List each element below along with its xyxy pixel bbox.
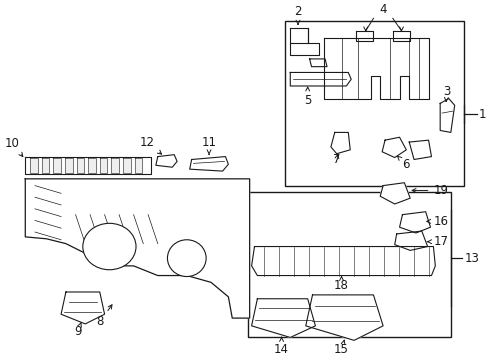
- Polygon shape: [392, 31, 409, 41]
- Text: 17: 17: [427, 235, 447, 248]
- Bar: [285, 21, 464, 186]
- Text: 14: 14: [273, 337, 288, 356]
- Text: 3: 3: [442, 85, 450, 102]
- Polygon shape: [134, 158, 142, 173]
- Text: 10: 10: [4, 137, 23, 157]
- Polygon shape: [25, 157, 151, 174]
- Text: 1: 1: [478, 108, 486, 121]
- Polygon shape: [381, 137, 406, 158]
- Polygon shape: [65, 158, 73, 173]
- Text: 8: 8: [96, 305, 112, 328]
- Polygon shape: [309, 59, 326, 67]
- Polygon shape: [77, 158, 84, 173]
- Polygon shape: [399, 212, 429, 233]
- Polygon shape: [408, 140, 430, 159]
- Polygon shape: [290, 28, 319, 55]
- Polygon shape: [61, 292, 104, 324]
- Polygon shape: [41, 158, 49, 173]
- Polygon shape: [53, 158, 61, 173]
- Text: 13: 13: [464, 252, 478, 265]
- Polygon shape: [111, 158, 119, 173]
- Bar: [247, 192, 450, 337]
- Polygon shape: [251, 299, 315, 337]
- Polygon shape: [122, 158, 130, 173]
- Text: 16: 16: [426, 215, 447, 228]
- Polygon shape: [290, 72, 350, 86]
- Polygon shape: [355, 31, 373, 41]
- Polygon shape: [305, 295, 382, 340]
- Text: 9: 9: [74, 322, 81, 338]
- Polygon shape: [439, 99, 454, 132]
- Text: 2: 2: [294, 5, 301, 24]
- Polygon shape: [324, 38, 427, 99]
- Text: 6: 6: [397, 156, 409, 171]
- Polygon shape: [394, 231, 427, 251]
- Text: 5: 5: [304, 87, 311, 107]
- Polygon shape: [25, 179, 249, 318]
- Polygon shape: [189, 157, 228, 171]
- Text: 18: 18: [333, 276, 348, 292]
- Text: 19: 19: [411, 184, 447, 197]
- Ellipse shape: [82, 223, 136, 270]
- Ellipse shape: [167, 240, 206, 276]
- Text: 11: 11: [201, 136, 216, 154]
- Text: 15: 15: [333, 340, 348, 356]
- Polygon shape: [100, 158, 107, 173]
- Polygon shape: [156, 155, 177, 167]
- Polygon shape: [88, 158, 96, 173]
- Polygon shape: [330, 132, 349, 154]
- Polygon shape: [30, 158, 38, 173]
- Text: 4: 4: [379, 3, 386, 16]
- Polygon shape: [380, 183, 409, 204]
- Text: 7: 7: [332, 153, 340, 166]
- Text: 12: 12: [140, 136, 161, 154]
- Polygon shape: [251, 247, 434, 275]
